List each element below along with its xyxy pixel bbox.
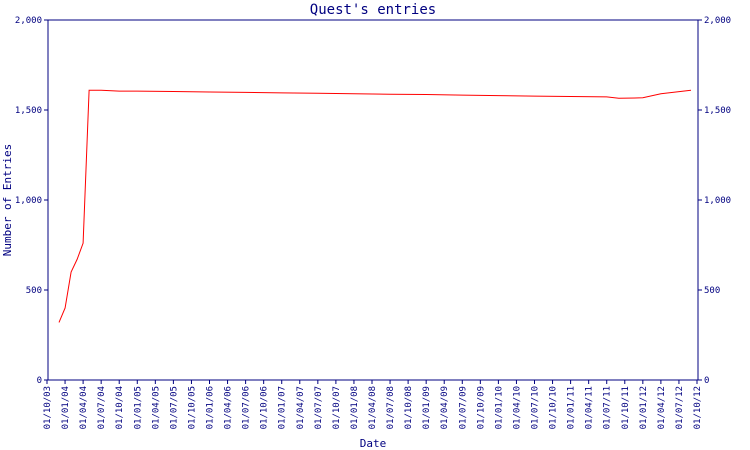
x-tick-label: 01/10/07 xyxy=(332,386,342,429)
x-tick-label: 01/04/11 xyxy=(585,386,595,429)
x-tick-label: 01/01/12 xyxy=(639,386,649,429)
y-tick-label-left: 500 xyxy=(26,286,42,296)
y-tick-label-right: 2,000 xyxy=(704,16,731,26)
y-tick-label-left: 1,500 xyxy=(15,106,42,116)
y-axis: 0 0 500 500 1,000 1,000 1,500 1,500 2,000 2,000 xyxy=(15,16,731,386)
x-axis-label: Date xyxy=(360,437,387,450)
x-tick-label: 01/01/04 xyxy=(61,386,71,429)
x-tick-label: 01/07/04 xyxy=(97,386,107,429)
x-tick-label: 01/07/11 xyxy=(603,386,613,429)
y-tick-label-right: 1,500 xyxy=(704,106,731,116)
x-tick-label: 01/04/07 xyxy=(296,386,306,429)
plot-frame xyxy=(47,19,699,381)
y-tick-label-left: 0 xyxy=(37,376,42,386)
x-tick-label: 01/04/08 xyxy=(368,386,378,429)
x-tick-label: 01/04/04 xyxy=(79,386,89,429)
y-tick-label-left: 1,000 xyxy=(15,196,42,206)
x-tick-label: 01/04/12 xyxy=(657,386,667,429)
x-tick-label: 01/07/10 xyxy=(531,386,541,429)
x-tick-label: 01/04/05 xyxy=(151,386,161,429)
x-tick-label: 01/10/11 xyxy=(621,386,631,429)
x-tick-label: 01/07/09 xyxy=(458,386,468,429)
x-tick-label: 01/10/04 xyxy=(115,386,125,429)
x-tick-label: 01/04/10 xyxy=(512,386,522,429)
series-line xyxy=(58,89,692,323)
x-tick-label: 01/10/10 xyxy=(549,386,559,429)
y-tick-label-right: 1,000 xyxy=(704,196,731,206)
x-tick-label: 01/07/05 xyxy=(169,386,179,429)
x-tick-label: 01/01/08 xyxy=(350,386,360,429)
series-group xyxy=(58,89,692,323)
x-tick-label: 01/10/12 xyxy=(693,386,703,429)
y-tick-label-right: 0 xyxy=(704,376,709,386)
x-tick-label: 01/10/08 xyxy=(404,386,414,429)
x-tick-label: 01/01/10 xyxy=(494,386,504,429)
x-tick-label: 01/07/08 xyxy=(386,386,396,429)
chart-title: Quest's entries xyxy=(310,2,436,18)
x-tick-label: 01/04/06 xyxy=(224,386,234,429)
x-axis: 01/10/03 01/01/04 01/04/04 01/07/04 01/10/04… xyxy=(43,380,703,429)
x-tick-label: 01/01/05 xyxy=(133,386,143,429)
x-tick-label: 01/07/06 xyxy=(242,386,252,429)
y-tick-label-right: 500 xyxy=(704,286,720,296)
x-tick-label: 01/01/11 xyxy=(567,386,577,429)
x-tick-label: 01/07/07 xyxy=(314,386,324,429)
y-axis-label: Number of Entries xyxy=(1,144,14,257)
x-tick-label: 01/10/05 xyxy=(187,386,197,429)
x-tick-label: 01/01/07 xyxy=(278,386,288,429)
x-tick-label: 01/01/06 xyxy=(206,386,216,429)
x-tick-label: 01/07/12 xyxy=(675,386,685,429)
x-tick-label: 01/10/03 xyxy=(43,386,53,429)
x-tick-label: 01/10/06 xyxy=(260,386,270,429)
x-tick-label: 01/01/09 xyxy=(422,386,432,429)
y-tick-label-left: 2,000 xyxy=(15,16,42,26)
x-tick-label: 01/10/09 xyxy=(476,386,486,429)
x-tick-label: 01/04/09 xyxy=(440,386,450,429)
